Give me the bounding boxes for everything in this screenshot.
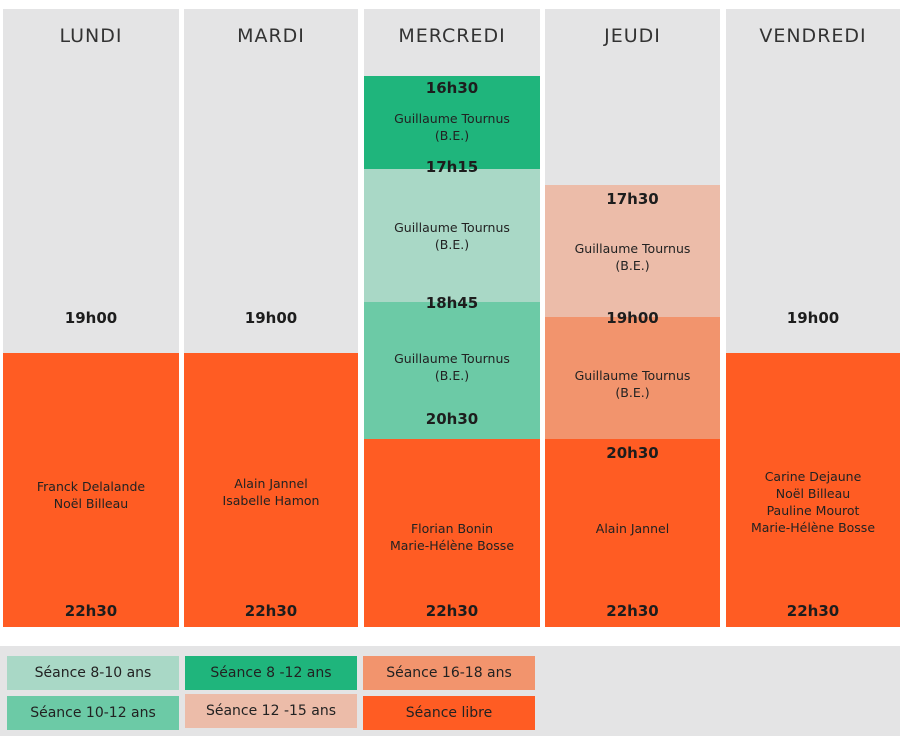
session-staff: Alain Jannel Isabelle Hamon [222, 476, 320, 508]
time-label: 18h45 [425, 294, 479, 312]
legend-item-8-10: Séance 8-10 ans [7, 656, 179, 690]
session-coach: Guillaume Tournus (B.E.) [394, 220, 510, 252]
legend-item-12-15: Séance 12 -15 ans [185, 694, 357, 728]
start-time: 19h00 [786, 309, 840, 327]
session-16-18-block[interactable] [545, 317, 720, 439]
time-label: 19h00 [606, 309, 659, 327]
column-mardi: MARDI 19h00 Alain Jannel Isabelle Hamon 2… [184, 9, 358, 627]
day-title: VENDREDI [759, 25, 867, 47]
session-staff: Alain Jannel [595, 521, 670, 536]
session-coach: Guillaume Tournus (B.E.) [574, 368, 691, 400]
start-time: 19h00 [64, 309, 118, 327]
column-lundi: LUNDI 19h00 Franck Delalande Noël Billeau… [3, 9, 179, 627]
session-staff: Carine Dejaune Noël Billeau Pauline Mouro… [750, 469, 876, 535]
session-8-12-block[interactable] [364, 76, 540, 169]
day-title: MARDI [237, 25, 305, 47]
end-time: 22h30 [64, 602, 118, 620]
free-session-block[interactable] [726, 353, 900, 627]
free-session-block[interactable] [3, 353, 179, 627]
end-time: 22h30 [786, 602, 840, 620]
free-session-block[interactable] [184, 353, 358, 627]
time-label: 17h15 [425, 158, 479, 176]
free-session-block[interactable] [545, 439, 720, 627]
free-session-block[interactable] [364, 439, 540, 627]
session-8-10-block[interactable] [364, 169, 540, 302]
legend-item-8-12: Séance 8 -12 ans [185, 656, 357, 690]
session-coach: Guillaume Tournus (B.E.) [574, 241, 691, 273]
time-label: 20h30 [606, 444, 659, 462]
time-label: 20h30 [425, 410, 479, 428]
day-title: JEUDI [604, 25, 661, 47]
session-10-12-block[interactable] [364, 302, 540, 439]
session-staff: Franck Delalande Noël Billeau [36, 479, 146, 511]
column-vendredi: VENDREDI 19h00 Carine Dejaune Noël Billea… [726, 9, 900, 627]
time-label: 17h30 [606, 190, 659, 208]
session-coach: Guillaume Tournus (B.E.) [394, 111, 510, 143]
session-12-15-block[interactable] [545, 185, 720, 317]
end-time: 22h30 [606, 602, 659, 620]
end-time: 22h30 [425, 602, 479, 620]
day-title: MERCREDI [398, 25, 506, 47]
end-time: 22h30 [244, 602, 298, 620]
column-mercredi: MERCREDI 16h30 Guillaume Tournus (B.E.) 1… [364, 9, 540, 627]
session-coach: Guillaume Tournus (B.E.) [394, 351, 510, 383]
day-title: LUNDI [59, 25, 123, 47]
legend-item-10-12: Séance 10-12 ans [7, 696, 179, 730]
column-jeudi: JEUDI 17h30 Guillaume Tournus (B.E.) 19h0… [545, 9, 720, 627]
legend-item-16-18: Séance 16-18 ans [363, 656, 535, 690]
time-label: 16h30 [425, 79, 479, 97]
legend-item-libre: Séance libre [363, 696, 535, 730]
start-time: 19h00 [244, 309, 298, 327]
session-staff: Florian Bonin Marie-Hélène Bosse [389, 521, 515, 553]
